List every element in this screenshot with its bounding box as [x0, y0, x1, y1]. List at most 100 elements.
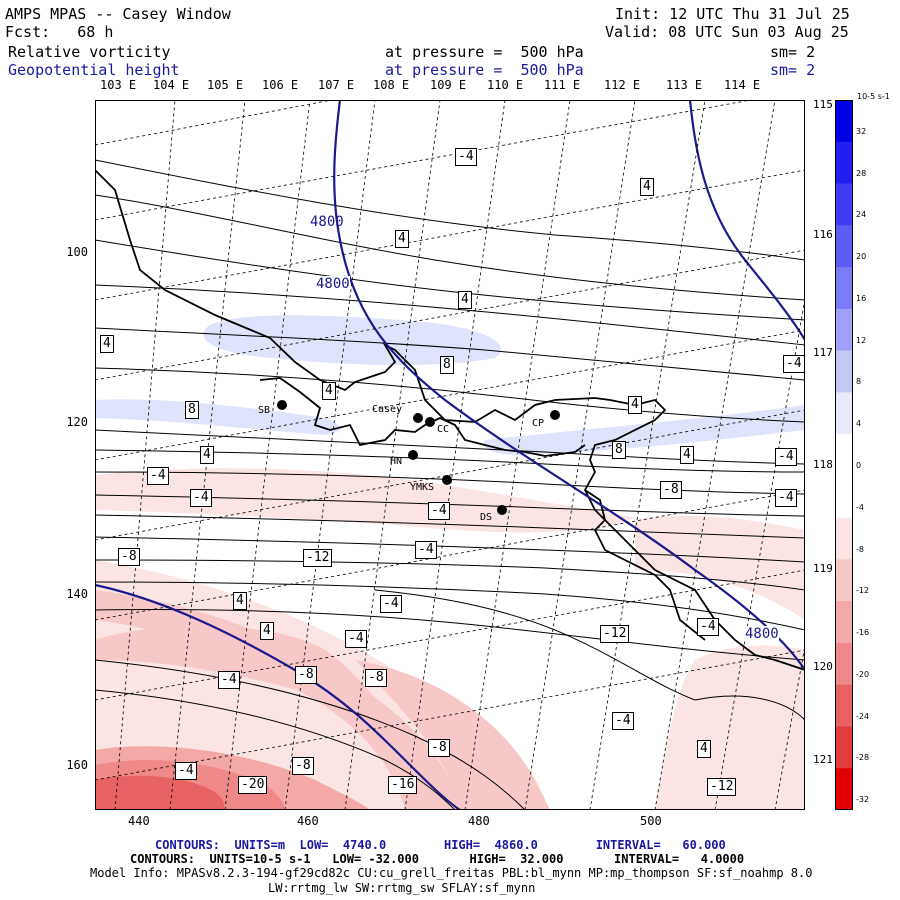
colorbar-level-label: 4 [856, 419, 862, 429]
vorticity-label: 4 [200, 446, 214, 464]
height-contours [95, 100, 805, 810]
colorbar-swatch [835, 559, 853, 602]
vorticity-label: -4 [345, 630, 367, 648]
stations [277, 400, 560, 515]
vorticity-label: -4 [380, 595, 402, 613]
vorticity-label: -8 [295, 666, 317, 684]
vorticity-label: 8 [440, 356, 454, 374]
colorbar-swatch [835, 768, 853, 810]
colorbar-level-label: -32 [856, 795, 870, 805]
vorticity-label: 8 [612, 441, 626, 459]
station-label-ymks: YMKS [410, 482, 435, 493]
colorbar-swatch [835, 726, 853, 769]
colorbar-level-label: -16 [856, 628, 870, 638]
vorticity-label: -4 [415, 541, 437, 559]
longitude-label-top: 104 E [153, 78, 190, 92]
vorticity-label: -4 [455, 148, 477, 166]
colorbar-level-label: -28 [856, 753, 870, 763]
field1-smooth: sm= 2 [770, 43, 816, 61]
longitude-label-top: 106 E [262, 78, 299, 92]
vorticity-label: -4 [775, 489, 797, 507]
longitude-label-top: 107 E [318, 78, 355, 92]
y-axis-tick-label: 140 [66, 587, 88, 601]
colorbar-level-label: -24 [856, 711, 870, 721]
vorticity-fill [95, 315, 805, 810]
vorticity-label: -4 [612, 712, 634, 730]
station-marker-hn [408, 450, 418, 460]
vorticity-label: -4 [697, 618, 719, 636]
longitude-label-top: 108 E [373, 78, 410, 92]
longitude-label-top: 111 E [544, 78, 581, 92]
colorbar-swatch [835, 434, 853, 477]
colorbar-swatch [835, 517, 853, 560]
field2-name: Geopotential height [8, 61, 180, 79]
vorticity-label: 4 [322, 382, 336, 400]
field1-pressure: at pressure = 500 hPa [385, 43, 584, 61]
longitude-label-top: 113 E [666, 78, 703, 92]
vorticity-label: -12 [600, 625, 630, 643]
vorticity-label: -20 [238, 776, 268, 794]
station-label-sb: SB [258, 405, 271, 416]
x-axis-tick-label: 500 [640, 814, 662, 828]
vorticity-label: 4 [260, 622, 274, 640]
height-label: 4800 [310, 214, 344, 230]
station-marker-cp [550, 410, 560, 420]
x-axis-tick-label: 480 [468, 814, 490, 828]
vorticity-label: -4 [783, 355, 805, 373]
vorticity-label: -8 [292, 757, 314, 775]
colorbar-level-label: -4 [856, 502, 864, 512]
colorbar-level-label: 0 [856, 461, 862, 470]
graticule-latitude [95, 100, 805, 781]
init-time: Init: 12 UTC Thu 31 Jul 25 [615, 5, 850, 23]
vorticity-label: 4 [640, 178, 654, 196]
longitude-label-top: 103 E [100, 78, 137, 92]
station-label-cc: CC [437, 424, 450, 435]
height-label: 4800 [745, 626, 779, 642]
coastline [95, 169, 805, 671]
valid-time: Valid: 08 UTC Sun 03 Aug 25 [605, 23, 849, 41]
longitude-label-top: 114 E [724, 78, 761, 92]
height-label: 4800 [316, 276, 350, 292]
longitude-label-top: 105 E [207, 78, 244, 92]
vorticity-label: -4 [147, 467, 169, 485]
station-marker-ymks [442, 475, 452, 485]
vorticity-label: -4 [218, 671, 240, 689]
station-label-cp: CP [532, 418, 545, 429]
vorticity-label: 4 [100, 335, 114, 353]
colorbar-level-label: -8 [856, 544, 864, 554]
colorbar-level-label: 32 [856, 126, 867, 136]
colorbar-border [835, 100, 853, 810]
forecast-hour: Fcst: 68 h [5, 23, 114, 41]
vorticity-label: -4 [775, 448, 797, 466]
vorticity-label: 8 [185, 401, 199, 419]
colorbar-level-label: 28 [856, 168, 867, 178]
longitude-label-top: 109 E [430, 78, 467, 92]
colorbar-swatch [835, 350, 853, 393]
plot-border [95, 100, 805, 810]
colorbar-swatch [835, 308, 853, 352]
vorticity-label: -8 [118, 548, 140, 566]
vorticity-label: -4 [175, 762, 197, 780]
colorbar-units: 10-5 s-1 [857, 92, 890, 101]
footer-physics-info: LW:rrtmg_lw SW:rrtmg_sw SFLAY:sf_mynn [268, 881, 536, 895]
colorbar-swatch [835, 267, 853, 310]
colorbar-level-label: 8 [856, 377, 862, 387]
colorbar-swatch [835, 183, 853, 226]
vorticity-label: 4 [697, 740, 711, 758]
longitude-label-top: 112 E [604, 78, 641, 92]
station-marker-sb [277, 400, 287, 410]
vorticity-label: -12 [707, 778, 737, 796]
station-label-casey: Casey [372, 404, 403, 415]
y-axis-tick-label: 160 [66, 758, 88, 772]
station-label-ds: DS [480, 512, 493, 523]
vorticity-label: 4 [395, 230, 409, 248]
x-axis-tick-label: 460 [297, 814, 319, 828]
map-plot-area [95, 100, 805, 810]
colorbar-level-label: -20 [856, 669, 870, 679]
station-marker-cc [425, 417, 435, 427]
colorbar-swatch [835, 684, 853, 727]
vorticity-label: 4 [628, 396, 642, 414]
station-marker-ds [497, 505, 507, 515]
colorbar-level-label: 16 [856, 293, 867, 303]
